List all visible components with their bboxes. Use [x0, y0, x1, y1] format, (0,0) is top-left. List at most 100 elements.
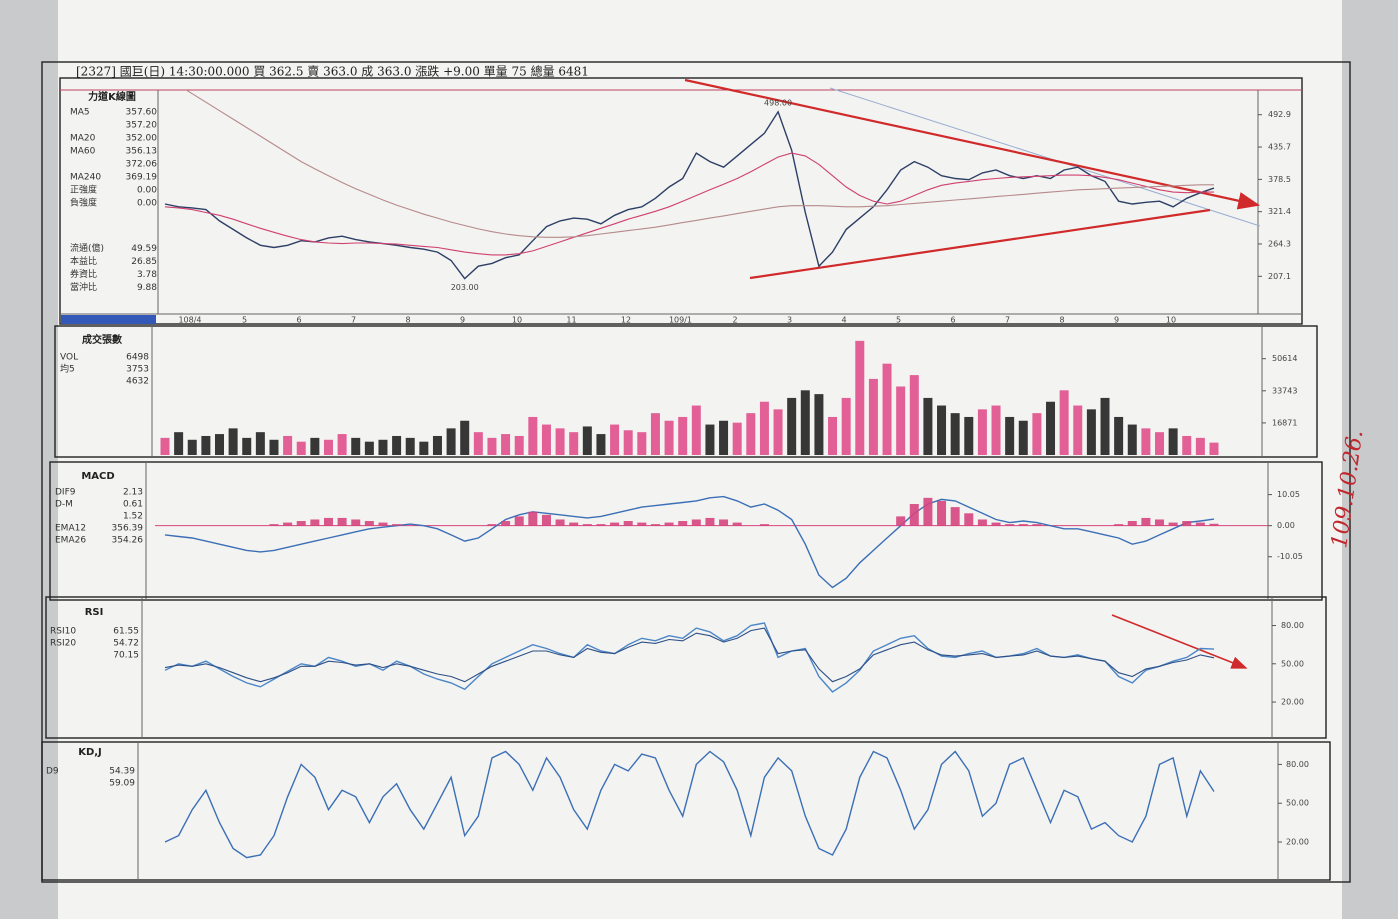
bar — [1114, 416, 1124, 455]
legend-value: 61.55 — [113, 627, 139, 637]
legend-label: MA240 — [70, 173, 101, 183]
legend-label: VOL — [60, 353, 78, 363]
bar — [732, 422, 742, 455]
bar — [323, 517, 333, 526]
bar — [1168, 428, 1178, 455]
bar — [501, 521, 511, 526]
bar — [392, 524, 402, 526]
bar — [1086, 409, 1096, 455]
legend-value: 357.60 — [126, 108, 158, 118]
bar — [228, 428, 238, 455]
readout-value: 352.00 — [126, 134, 158, 144]
legend-label: MA5 — [70, 108, 90, 118]
series-line — [164, 622, 1215, 693]
readout-value: 9.88 — [137, 283, 157, 293]
bar — [678, 416, 688, 455]
y-tick-label: 0.00 — [1277, 521, 1295, 530]
bar — [923, 497, 933, 526]
legend-value: 54.72 — [113, 639, 139, 649]
readout-label: 流通(億) — [70, 242, 104, 254]
bar — [323, 439, 333, 455]
readout-value: 372.06 — [126, 160, 158, 170]
bar — [283, 435, 293, 455]
bar — [501, 434, 511, 455]
trend-line — [829, 87, 1261, 227]
plot — [164, 495, 1219, 589]
bar — [855, 340, 865, 455]
x-tick-label: 109/1 — [669, 316, 692, 325]
bar — [650, 413, 660, 455]
bar — [419, 441, 429, 455]
bar — [528, 416, 538, 455]
bar — [991, 522, 1001, 526]
readout-label: 當沖比 — [70, 281, 97, 293]
panel-title: 成交張數 — [82, 333, 122, 346]
bar — [787, 397, 797, 455]
bar — [678, 521, 688, 526]
y-tick-label: 33743 — [1272, 386, 1297, 395]
x-tick-label: 11 — [566, 316, 576, 325]
bar — [868, 378, 878, 455]
bar — [977, 519, 987, 526]
bar — [378, 439, 388, 455]
y-tick-label: 321.4 — [1268, 207, 1291, 216]
bar — [1195, 437, 1205, 455]
bar — [487, 437, 497, 455]
plot — [164, 750, 1215, 859]
readout-value: 4632 — [126, 377, 149, 387]
bar — [1032, 413, 1042, 455]
legend-value: 0.61 — [123, 500, 143, 510]
bar — [201, 435, 211, 455]
bar — [555, 428, 565, 455]
readout-value: 357.20 — [126, 121, 158, 131]
bar — [1155, 432, 1165, 455]
readout-value: 70.15 — [113, 651, 139, 661]
bar — [1005, 524, 1015, 526]
legend-label: D-M — [55, 500, 73, 510]
x-tick-label: 2 — [732, 316, 737, 325]
bar — [909, 504, 919, 526]
bar — [473, 432, 483, 455]
bar — [351, 437, 361, 455]
readout-value: 0.00 — [137, 186, 157, 196]
bar — [378, 522, 388, 526]
bar — [937, 500, 947, 526]
bar — [1073, 405, 1083, 455]
bar — [1209, 442, 1219, 455]
bar — [719, 519, 729, 526]
legend-label: MA60 — [70, 147, 96, 157]
readout-value: 354.26 — [112, 536, 144, 546]
bar — [269, 439, 279, 455]
x-tick-label: 12 — [621, 316, 631, 325]
y-tick-label: 80.00 — [1286, 760, 1309, 769]
bar — [1046, 401, 1056, 455]
outer-frame — [41, 61, 1351, 883]
panel-title: 力道K線圖 — [88, 90, 136, 103]
legend-label: RSI10 — [50, 627, 76, 637]
bar — [705, 424, 715, 455]
volume-frame — [54, 325, 1318, 458]
bar — [1032, 524, 1042, 526]
bar — [664, 522, 674, 526]
rsi-frame — [45, 596, 1327, 739]
readout-label: EMA12 — [55, 524, 86, 534]
readout-value: 1.52 — [123, 512, 143, 522]
bar — [610, 522, 620, 526]
y-tick-label: 378.5 — [1268, 175, 1291, 184]
bar — [351, 519, 361, 526]
bar — [1018, 524, 1028, 526]
bar — [950, 507, 960, 526]
annotation: 498.00 — [764, 98, 792, 107]
bar — [1114, 524, 1124, 526]
readout-value: 356.39 — [112, 524, 144, 534]
y-tick-label: 50.00 — [1286, 799, 1309, 808]
bar — [1195, 522, 1205, 526]
readout-label: 本益比 — [70, 255, 97, 267]
bar — [759, 524, 769, 526]
bar — [814, 394, 824, 455]
series-line — [164, 750, 1215, 859]
x-tick-label: 9 — [1114, 316, 1119, 325]
y-tick-label: -10.05 — [1277, 552, 1303, 561]
